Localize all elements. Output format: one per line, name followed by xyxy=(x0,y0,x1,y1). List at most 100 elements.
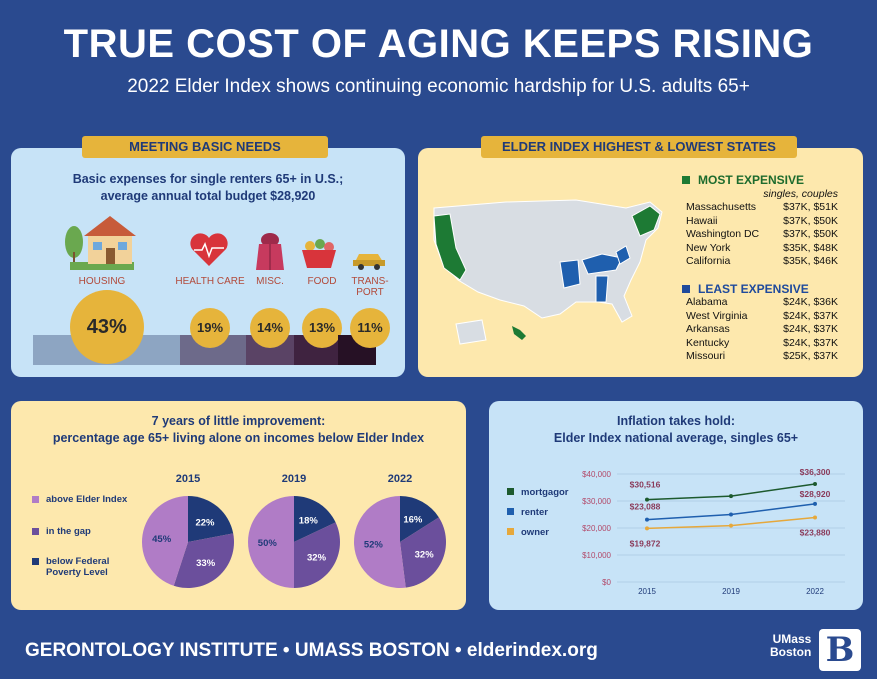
poverty-heading-2: percentage age 65+ living alone on incom… xyxy=(52,431,425,445)
pie-slice-label: 32% xyxy=(307,552,327,563)
expense-value-label: 19% xyxy=(190,308,230,348)
least-expensive-header: LEAST EXPENSIVE xyxy=(682,282,809,296)
state-row: Missouri $25K, $37K xyxy=(686,350,838,362)
data-point xyxy=(729,494,733,499)
pie-year-label: 2022 xyxy=(388,473,412,485)
basic-needs-heading-1: Basic expenses for single renters 65+ in… xyxy=(72,172,344,186)
car-icon xyxy=(353,254,385,270)
least-expensive-swatch xyxy=(682,285,690,293)
legend-label: renter xyxy=(521,507,548,518)
legend-label: mortgagor xyxy=(521,487,569,498)
expense-value-label: 14% xyxy=(250,308,290,348)
legend-gap: in the gap xyxy=(32,526,91,537)
state-value: $35K, $48K xyxy=(783,241,838,254)
data-label: $19,872 xyxy=(630,538,661,548)
legend-label: owner xyxy=(521,527,549,538)
state-value: $25K, $37K xyxy=(783,350,838,362)
state-row: California $35K, $46K xyxy=(686,255,838,267)
pie-slice-label: 50% xyxy=(258,538,278,549)
y-tick-label: $10,000 xyxy=(582,551,611,560)
pie-slice xyxy=(188,496,234,542)
expense-category-label: HEALTH CARE xyxy=(175,276,245,287)
pie-slice-label: 22% xyxy=(195,517,215,528)
state-value: $35K, $46K xyxy=(783,255,838,267)
state-row: Kentucky $24K, $37K xyxy=(686,337,838,349)
legend-swatch xyxy=(507,528,514,535)
state-name: New York xyxy=(686,241,731,254)
expense-category-label: FOOD xyxy=(307,276,337,287)
data-point xyxy=(813,501,817,506)
state-row: Hawaii $37K, $50K xyxy=(686,215,838,227)
basic-needs-tag: MEETING BASIC NEEDS xyxy=(82,136,328,158)
state-row: New York $35K, $48K xyxy=(686,242,838,254)
pie-year-label: 2019 xyxy=(282,473,306,485)
x-tick-label: 2015 xyxy=(638,587,656,596)
state-value: $24K, $37K xyxy=(783,309,838,322)
legend-swatch xyxy=(507,508,514,515)
state-row: West Virginia $24K, $37K xyxy=(686,310,838,322)
data-point xyxy=(645,517,649,522)
x-tick-label: 2019 xyxy=(722,587,740,596)
pie-year-label: 2015 xyxy=(176,473,200,485)
state-name: West Virginia xyxy=(686,309,748,322)
expense-category-label: HOUSING xyxy=(78,276,126,287)
state-value: $24K, $37K xyxy=(783,336,838,349)
y-tick-label: $40,000 xyxy=(582,470,611,479)
state-name: Massachusetts xyxy=(686,201,757,213)
pie-slice xyxy=(294,522,340,588)
pie-slice xyxy=(353,496,406,588)
data-point xyxy=(729,512,733,517)
data-point xyxy=(645,526,649,531)
house-icon xyxy=(65,216,136,270)
most-expensive-swatch xyxy=(682,176,690,184)
state-row: Arkansas $24K, $37K xyxy=(686,323,838,335)
page-subtitle: 2022 Elder Index shows continuing econom… xyxy=(127,76,750,97)
state-value: $37K, $50K xyxy=(783,214,838,227)
state-value: $37K, $51K xyxy=(783,201,838,213)
state-name: Alabama xyxy=(686,296,728,308)
pie-slice-label: 45% xyxy=(152,534,172,545)
state-name: Kentucky xyxy=(686,336,730,349)
data-label: $23,088 xyxy=(630,502,661,512)
legend-below: below Federal Poverty Level xyxy=(32,556,109,578)
state-name: Washington DC xyxy=(686,228,760,240)
pie-slice-label: 32% xyxy=(415,549,435,560)
page-title: TRUE COST OF AGING KEEPS RISING xyxy=(63,22,814,66)
states-tag: ELDER INDEX HIGHEST & LOWEST STATES xyxy=(481,136,797,158)
data-point xyxy=(645,497,649,502)
state-name: California xyxy=(686,255,731,267)
series-line-renter xyxy=(646,503,816,521)
state-row: Massachusetts $37K, $51K xyxy=(686,201,838,213)
inflation-line-chart: $0 $10,000 $20,000 $30,000 $40,000 2015 2019 20… xyxy=(507,467,845,596)
poverty-pie-charts: 2015 22% 33% 45% 2019 18% 32% 50% 2022 16% 32% 52% xyxy=(142,473,446,588)
umass-logo-text: UMass Boston xyxy=(770,632,812,659)
state-value: $24K, $37K xyxy=(783,323,838,335)
data-point xyxy=(813,515,817,520)
pie-slice xyxy=(173,533,234,588)
pie-slice-label: 33% xyxy=(196,558,216,569)
legend-above: above Elder Index xyxy=(32,494,127,505)
umass-logo-icon: B xyxy=(819,629,861,671)
pie-slice xyxy=(400,517,446,588)
inflation-heading-1: Inflation takes hold: xyxy=(616,414,736,428)
data-label: $23,880 xyxy=(800,528,831,538)
pie-slice-label: 16% xyxy=(403,515,423,526)
heart-icon xyxy=(190,233,228,266)
state-row: Washington DC $37K, $50K xyxy=(686,228,838,240)
us-map xyxy=(433,199,663,345)
state-value: $24K, $36K xyxy=(783,296,838,308)
basic-needs-heading-2: average annual total budget $28,920 xyxy=(100,189,316,203)
most-expensive-header: MOST EXPENSIVE xyxy=(682,173,804,187)
state-row: Alabama $24K, $36K xyxy=(686,296,838,308)
pie-slice-label: 52% xyxy=(364,540,384,551)
pie-slice xyxy=(142,496,188,586)
expense-category-label: TRANS-PORT xyxy=(351,276,389,298)
legend-swatch xyxy=(507,488,514,495)
footer-text: GERONTOLOGY INSTITUTE • UMASS BOSTON • e… xyxy=(25,640,598,661)
state-name: Arkansas xyxy=(686,323,730,335)
inflation-heading-2: Elder Index national average, singles 65… xyxy=(553,431,799,445)
state-name: Missouri xyxy=(686,350,726,362)
states-subheader: singles, couples xyxy=(763,188,838,200)
coat-icon xyxy=(256,233,284,270)
pie-slice xyxy=(294,496,336,542)
